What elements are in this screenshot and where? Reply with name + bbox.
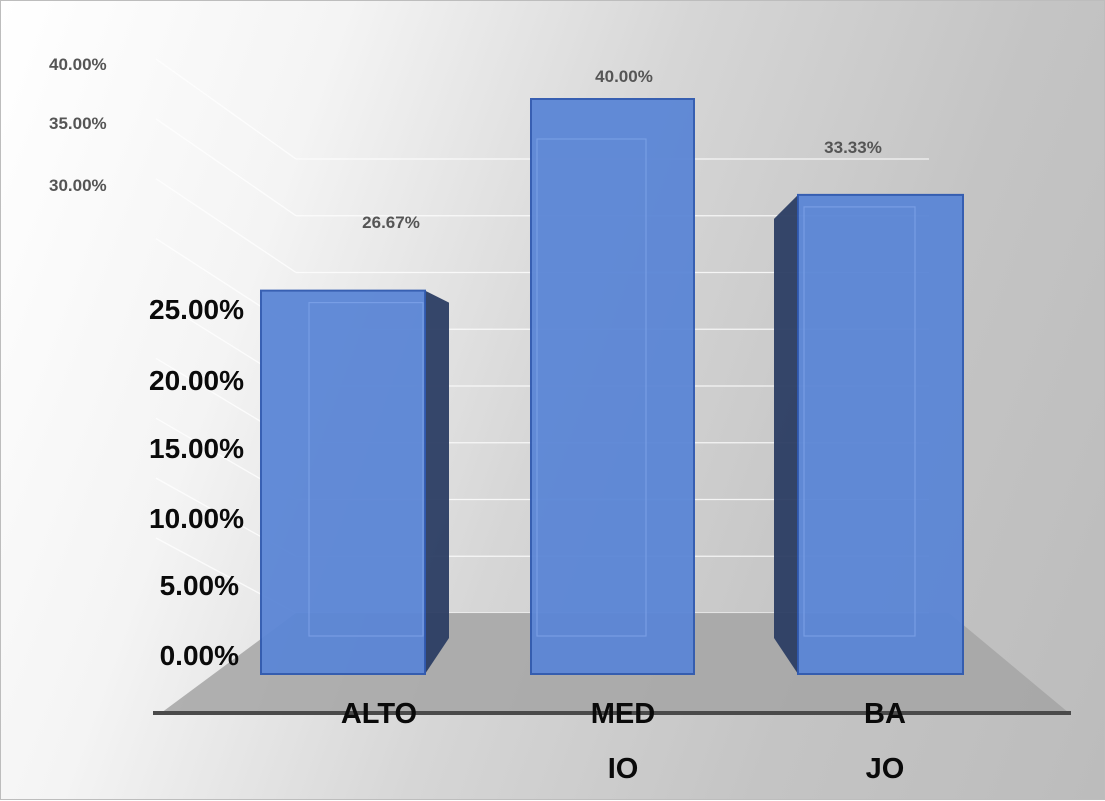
data-label: 26.67%	[362, 213, 420, 232]
x-tick-label: BA	[864, 698, 906, 730]
x-tick-label: IO	[608, 753, 639, 785]
bar-medio	[530, 98, 695, 675]
bar-inner-edge	[803, 206, 916, 637]
bar-alto	[260, 289, 449, 675]
y-tick-label: 35.00%	[49, 114, 107, 133]
y-tick-label: 0.00%	[160, 640, 239, 671]
gridline-side	[155, 178, 297, 274]
data-label: 40.00%	[595, 67, 653, 86]
y-tick-label: 10.00%	[149, 503, 244, 534]
y-tick-label: 20.00%	[149, 365, 244, 396]
gridline-side	[155, 118, 297, 217]
labels: 0.00% 5.00% 10.00% 15.00% 20.00% 25.00% 30.00%…	[49, 55, 906, 785]
y-tick-label: 30.00%	[49, 176, 107, 195]
bar-bajo	[774, 193, 964, 675]
y-tick-label: 40.00%	[49, 55, 107, 74]
bar-front-face	[797, 193, 964, 675]
y-tick-label: 5.00%	[160, 570, 239, 601]
x-tick-label: ALTO	[341, 698, 417, 730]
bar-side-face	[774, 194, 798, 674]
bar-inner-edge	[308, 302, 424, 637]
x-tick-label: MED	[591, 698, 655, 730]
bar-side-face	[425, 290, 449, 674]
y-tick-label: 25.00%	[149, 294, 244, 325]
x-tick-label: JO	[866, 753, 905, 785]
y-tick-label: 15.00%	[149, 433, 244, 464]
bars	[260, 98, 964, 675]
data-label: 33.33%	[824, 138, 882, 157]
gridline-side	[155, 58, 297, 160]
bar-front-face	[530, 98, 695, 675]
bar-inner-edge	[536, 138, 647, 637]
bar-front-face	[260, 289, 426, 675]
